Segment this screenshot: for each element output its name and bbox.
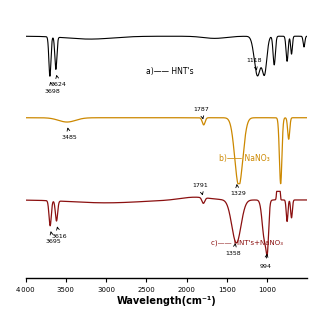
Text: c)—— HNT's+NaNO₃: c)—— HNT's+NaNO₃ (211, 239, 283, 246)
Text: 3616: 3616 (52, 227, 67, 239)
Text: 1791: 1791 (192, 183, 208, 195)
Text: 1358: 1358 (225, 244, 241, 256)
X-axis label: Wavelength(cm⁻¹): Wavelength(cm⁻¹) (116, 296, 216, 306)
Text: 3485: 3485 (62, 128, 78, 140)
Text: 3624: 3624 (51, 76, 67, 87)
Text: 3698: 3698 (44, 83, 60, 94)
Text: a)—— HNT's: a)—— HNT's (146, 67, 194, 76)
Text: 994: 994 (260, 254, 271, 268)
Text: 1329: 1329 (230, 185, 246, 196)
Text: 3695: 3695 (45, 232, 61, 244)
Text: b)—— NaNO₃: b)—— NaNO₃ (219, 154, 269, 163)
Text: 1118: 1118 (246, 58, 262, 70)
Text: 1787: 1787 (193, 107, 209, 119)
